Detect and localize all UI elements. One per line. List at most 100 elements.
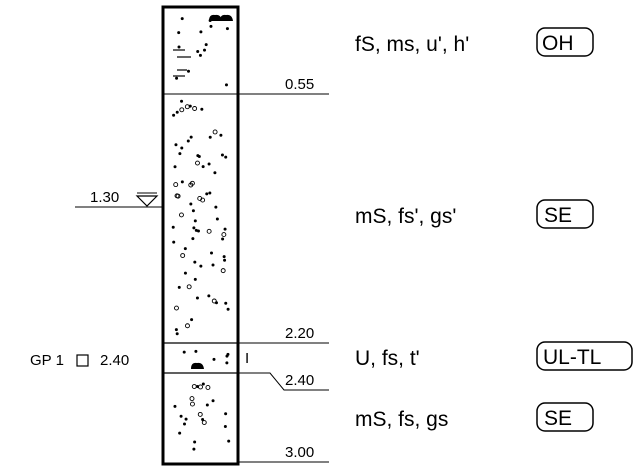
- sand-dot: [211, 263, 215, 267]
- sand-dot: [172, 113, 176, 117]
- sand-dot: [208, 191, 212, 195]
- sand-dot: [224, 155, 228, 159]
- sand-dot: [178, 152, 182, 156]
- sand-dot: [183, 271, 187, 275]
- soil-description-layer-2: mS, fs', gs': [355, 205, 456, 228]
- borehole-column: [161, 5, 240, 466]
- sand-dot: [220, 153, 224, 157]
- sand-dot: [183, 247, 187, 251]
- sand-dot: [184, 417, 188, 421]
- sand-dot: [186, 139, 190, 143]
- sand-dot: [224, 83, 228, 87]
- gravel-circle: [174, 305, 179, 311]
- sand-dot: [223, 227, 227, 231]
- gravel-circle: [191, 384, 197, 389]
- sand-dot: [198, 53, 202, 57]
- sand-dot: [191, 237, 195, 241]
- sample-depth-label: 2.40: [100, 352, 129, 369]
- gravel-circle: [192, 106, 198, 111]
- sand-dot: [213, 171, 217, 175]
- gravel-circle: [220, 268, 226, 274]
- sand-dot: [196, 229, 200, 233]
- soil-group-badge-layer-3: UL-TL: [536, 341, 633, 371]
- depth-label-layer-3: 2.40: [285, 372, 314, 389]
- gravel-circle: [197, 411, 203, 417]
- sand-dot: [221, 237, 225, 241]
- gravel-circle: [212, 129, 218, 135]
- sand-dot: [172, 240, 176, 244]
- sand-dot: [191, 209, 195, 213]
- sand-dot: [225, 361, 229, 365]
- sand-dot: [189, 135, 193, 139]
- sand-dot: [175, 76, 179, 80]
- sand-dot: [214, 205, 218, 209]
- sample-label: GP 1: [30, 352, 64, 369]
- sand-dot: [192, 447, 196, 451]
- sand-dot: [201, 165, 205, 169]
- soil-group-badge-layer-2: SE: [536, 199, 594, 229]
- sand-dot: [225, 27, 229, 31]
- sand-dot: [190, 318, 194, 322]
- gravel-circle: [200, 197, 206, 203]
- sand-dot: [180, 17, 184, 21]
- sand-dot: [193, 260, 197, 264]
- sand-dot: [207, 294, 211, 298]
- sand-dot: [193, 277, 197, 281]
- sand-dot: [224, 412, 228, 416]
- sand-dot: [226, 352, 230, 356]
- sand-dot: [209, 251, 213, 255]
- sand-dot: [175, 332, 179, 336]
- sand-dot: [189, 202, 193, 206]
- sand-dot: [215, 217, 219, 221]
- sand-dot: [201, 418, 205, 422]
- soil-group-label: UL-TL: [543, 346, 601, 369]
- sand-dot: [177, 45, 181, 49]
- sand-dot: [227, 439, 231, 443]
- soil-group-badge-layer-1: OH: [536, 27, 594, 57]
- sand-dot: [174, 328, 178, 332]
- soil-description-layer-1: fS, ms, u', h': [355, 33, 469, 56]
- depth-label-layer-2: 2.20: [285, 325, 314, 342]
- sand-dot: [178, 431, 182, 435]
- gravel-circle: [211, 298, 217, 304]
- sand-dot: [219, 133, 223, 137]
- sand-dot: [196, 49, 200, 53]
- sand-dot: [195, 296, 199, 300]
- sand-dot: [222, 255, 226, 259]
- sand-dot: [188, 104, 192, 108]
- humus-lump: [209, 14, 222, 21]
- sand-dot: [211, 399, 215, 403]
- soil-hatch-pattern: [171, 14, 233, 451]
- sand-dot: [209, 24, 213, 28]
- sand-dot: [179, 414, 183, 418]
- sample-box-icon: [76, 354, 89, 367]
- gravel-circle: [189, 396, 195, 402]
- soil-group-badge-layer-4: SE: [536, 402, 594, 432]
- sand-dot: [197, 154, 201, 158]
- gravel-circle: [195, 160, 200, 166]
- gravel-circle: [185, 323, 190, 329]
- gravel-circle: [206, 228, 212, 234]
- groundwater-depth-label: 1.30: [90, 189, 119, 206]
- gravel-circle: [221, 232, 227, 238]
- sand-dot: [182, 350, 186, 354]
- sand-dot: [173, 404, 177, 408]
- gravel-circle: [190, 401, 195, 407]
- gravel-circle: [179, 107, 185, 113]
- sand-dot: [192, 226, 196, 230]
- depth-label-layer-1: 0.55: [285, 76, 314, 93]
- sand-dot: [193, 219, 197, 223]
- gravel-circle: [180, 253, 186, 258]
- gravel-circle: [184, 104, 190, 110]
- gravel-circle: [205, 385, 211, 390]
- sand-dot: [200, 107, 204, 111]
- soil-group-label: OH: [542, 32, 574, 55]
- sand-dot: [180, 146, 184, 150]
- sand-dot: [223, 258, 227, 262]
- sand-dot: [173, 165, 177, 169]
- sand-dot: [205, 403, 209, 407]
- sand-dot: [208, 135, 212, 139]
- sand-dot: [204, 43, 208, 47]
- soil-group-label: SE: [544, 204, 572, 227]
